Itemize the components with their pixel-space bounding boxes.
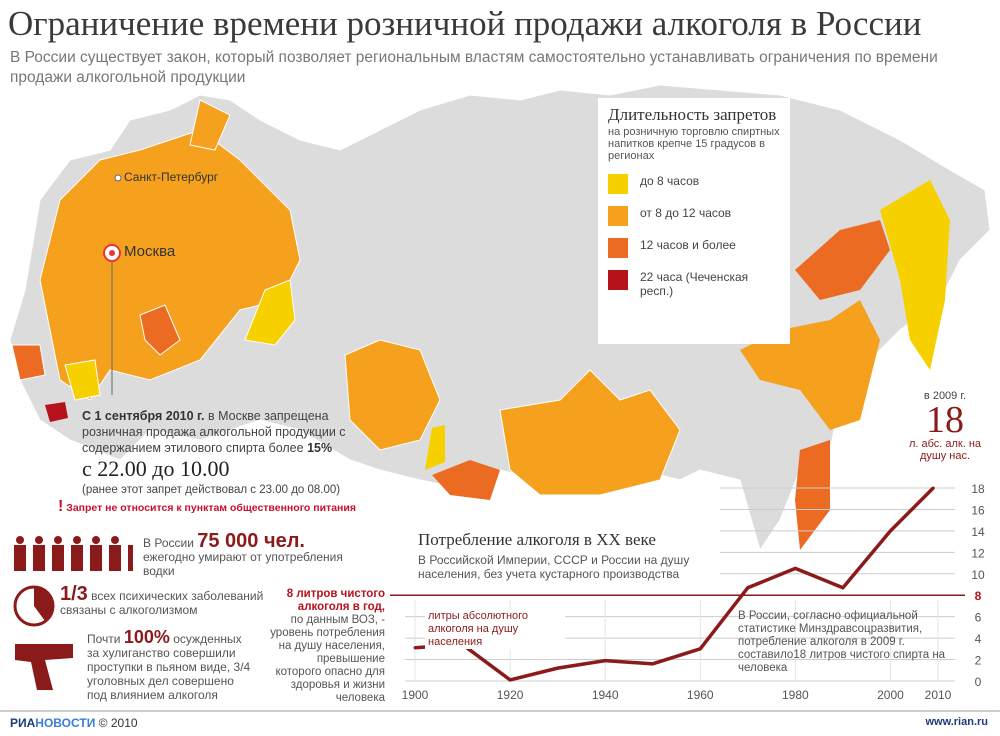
data-point <box>651 662 655 666</box>
y-tick-label: 6 <box>975 611 982 625</box>
legend-item: от 8 до 12 часов <box>608 206 780 226</box>
legend-item: 12 часов и более <box>608 238 780 258</box>
page-subtitle: В России существует закон, который позво… <box>10 49 938 86</box>
region-orange-south <box>11 344 46 381</box>
x-tick-label: 1920 <box>497 688 524 702</box>
pistol-icon <box>15 644 73 690</box>
region-yellow-kamchatka <box>880 180 950 370</box>
ria-logo: РИАНОВОСТИ © 2010 <box>10 716 138 730</box>
page-title: Ограничение времени розничной продажи ал… <box>8 4 922 43</box>
pie-third-icon <box>13 585 55 627</box>
map-legend: Длительность запретов на розничную торго… <box>598 98 790 344</box>
region-orange-west <box>39 129 301 401</box>
x-tick-label: 1900 <box>402 688 429 702</box>
region-yellow-altai <box>425 425 445 470</box>
region-orange-primorye <box>795 440 830 550</box>
warning-note: ! Запрет не относится к пунктам обществе… <box>58 498 356 515</box>
legend-title: Длительность запретов <box>608 105 777 124</box>
region-yellow-south <box>64 359 101 401</box>
chart-title: Потребление алкоголя в XX веке <box>418 530 656 549</box>
x-tick-label: 2000 <box>877 688 904 702</box>
y-tick-label: 14 <box>971 525 985 539</box>
people-icon <box>14 536 133 571</box>
city-label-moscow: Москва <box>124 243 176 260</box>
data-point <box>746 586 750 590</box>
data-point <box>603 659 607 663</box>
y-tick-label: 18 <box>971 482 985 496</box>
data-point <box>698 647 702 651</box>
y-tick-label: 16 <box>971 503 985 517</box>
y-tick-label: 10 <box>971 568 985 582</box>
data-point <box>841 586 845 590</box>
city-label-spb: Санкт-Петербург <box>124 170 219 184</box>
footer-divider <box>0 710 1000 712</box>
series-label: литры абсолютного алкоголя на душу насел… <box>425 610 565 649</box>
who-stat: 8 литров чистого алкоголя в год, по данны… <box>270 588 385 704</box>
site-url[interactable]: www.rian.ru <box>925 716 988 728</box>
y-tick-label: 4 <box>975 632 982 646</box>
swatch-red <box>608 270 628 290</box>
consumption-line <box>414 486 935 682</box>
data-point <box>413 646 417 650</box>
y-tick-label: 2 <box>975 654 982 668</box>
highlight-2009: в 2009 г. 18 л. абс. алк. на душу нас. <box>908 390 982 462</box>
x-tick-label: 2010 <box>925 688 952 702</box>
legend-item: 22 часа (Чеченская респ.) <box>608 270 780 298</box>
region-orange-north <box>189 99 231 151</box>
data-point <box>508 678 512 682</box>
legend-item: до 8 часов <box>608 174 780 194</box>
region-orange-tyva <box>432 460 500 500</box>
y-tick-label: 12 <box>971 546 985 560</box>
x-tick-label: 1980 <box>782 688 809 702</box>
region-orange-siberia <box>344 339 441 451</box>
swatch-dark-orange <box>608 238 628 258</box>
data-point <box>793 566 797 570</box>
region-orange-tatar <box>139 304 181 356</box>
consumption-chart: 0 2 4 6 8 10 12 14 16 18 1900 1920 1940 1960 1980 2000 2… <box>390 482 985 702</box>
x-tick-label: 1960 <box>687 688 714 702</box>
y-tick-label: 0 <box>975 675 982 689</box>
crime-stat: Почти 100% осужденных за хулиганство сов… <box>87 627 251 702</box>
swatch-yellow <box>608 174 628 194</box>
y-tick-label: 8 <box>975 589 982 603</box>
legend-subtitle: на розничную торговлю спиртных напитков … <box>608 126 780 162</box>
region-orange-baikal <box>499 369 681 496</box>
chart-subtitle: В Российской Империи, СССР и России на д… <box>418 553 690 581</box>
chart-note: В России, согласно официальной статистик… <box>738 610 946 674</box>
exclamation-icon: ! <box>58 498 64 515</box>
ban-hours: с 22.00 до 10.00 <box>82 456 230 481</box>
moscow-ban-info: С 1 сентября 2010 г. в Москве запрещена … <box>82 408 372 498</box>
data-point <box>888 529 892 533</box>
data-point <box>556 666 560 670</box>
swatch-orange <box>608 206 628 226</box>
region-orange-magadan <box>795 220 890 300</box>
region-chechnya <box>45 402 68 422</box>
region-yellow-komi <box>244 279 296 346</box>
mental-stat: 1/3 всех психических заболеваний связаны… <box>60 583 264 617</box>
x-tick-label: 1940 <box>592 688 619 702</box>
data-point <box>931 486 935 490</box>
deaths-stat: В России 75 000 чел. ежегодно умирают от … <box>143 530 343 578</box>
